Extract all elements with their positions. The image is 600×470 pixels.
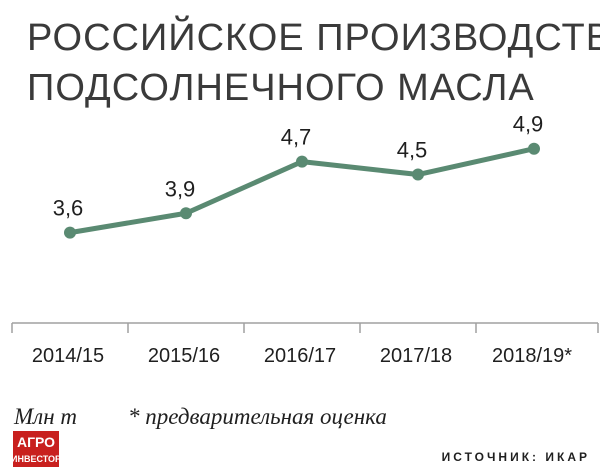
logo: АГРО ИНВЕСТОР — [11, 431, 61, 467]
data-point-2 — [180, 207, 192, 220]
source-label: ИСТОЧНИК: ИКАР — [442, 450, 590, 464]
x-axis-ticks — [11, 323, 599, 333]
logo-background — [13, 431, 59, 467]
chart-title-line-1: РОССИЙСКОЕ ПРОИЗВОДСТВО — [27, 14, 600, 59]
data-point-3 — [296, 155, 308, 168]
estimate-footnote: * предварительная оценка — [128, 404, 387, 429]
x-axis-labels: 2014/15 2015/16 2016/17 2017/18 2018/19* — [32, 345, 572, 367]
data-label-3: 4,7 — [281, 125, 312, 150]
logo-line-1: АГРО — [17, 434, 55, 450]
data-point-1 — [64, 226, 76, 239]
x-tick-label-2: 2015/16 — [148, 345, 220, 367]
x-tick-label-5: 2018/19* — [492, 345, 572, 367]
x-tick-label-1: 2014/15 — [32, 345, 104, 367]
x-tick-label-4: 2017/18 — [380, 345, 452, 367]
plot-area: 3,6 3,9 4,7 4,5 4,9 — [53, 112, 544, 239]
data-label-5: 4,9 — [513, 112, 544, 137]
chart-title-line-2: ПОДСОЛНЕЧНОГО МАСЛА — [27, 67, 535, 109]
data-point-4 — [412, 168, 424, 181]
data-label-1: 3,6 — [53, 196, 84, 221]
x-tick-label-3: 2016/17 — [264, 345, 336, 367]
unit-label: Млн т — [13, 404, 77, 429]
logo-line-2: ИНВЕСТОР — [11, 454, 61, 464]
data-label-4: 4,5 — [397, 138, 428, 163]
data-point-5 — [528, 142, 540, 155]
data-label-2: 3,9 — [165, 176, 196, 201]
